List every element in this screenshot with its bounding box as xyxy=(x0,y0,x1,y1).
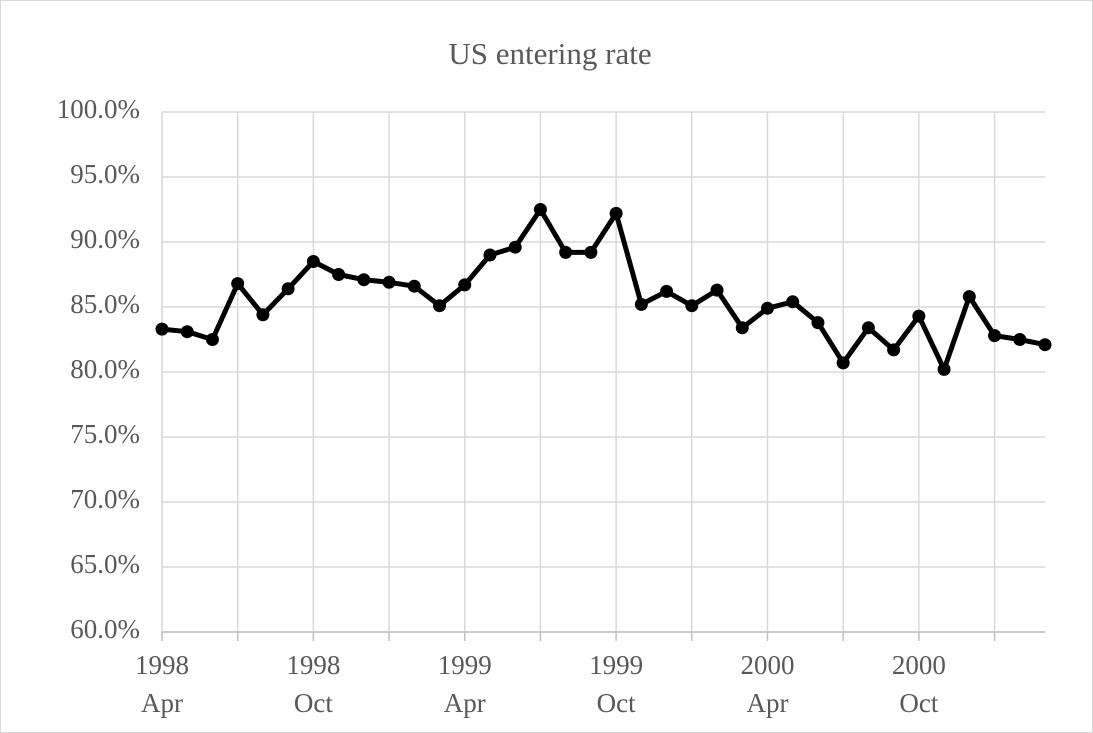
x-tick-label: 2000 xyxy=(740,650,794,680)
y-tick-label: 65.0% xyxy=(70,549,140,579)
marker xyxy=(937,362,951,376)
marker xyxy=(533,203,547,216)
marker xyxy=(685,299,699,313)
marker xyxy=(962,290,976,304)
marker xyxy=(180,325,194,339)
x-tick-label: Apr xyxy=(746,688,788,718)
marker xyxy=(306,255,320,268)
y-tick-label: 75.0% xyxy=(70,419,140,449)
marker xyxy=(760,301,774,315)
marker xyxy=(433,299,447,313)
marker xyxy=(407,279,421,293)
marker xyxy=(1013,333,1027,346)
marker xyxy=(710,283,724,297)
x-tick-label: Oct xyxy=(294,688,333,718)
marker xyxy=(811,316,825,330)
x-tick-label: 2000 xyxy=(892,650,946,680)
marker xyxy=(988,329,1002,343)
y-tick-label: 60.0% xyxy=(70,614,140,644)
y-tick-label: 70.0% xyxy=(70,484,140,514)
marker xyxy=(786,295,800,309)
marker xyxy=(660,284,674,298)
y-tick-label: 90.0% xyxy=(70,224,140,254)
marker xyxy=(155,322,169,336)
marker xyxy=(634,297,648,311)
marker xyxy=(458,278,472,292)
x-tick-label: Apr xyxy=(141,688,183,718)
marker xyxy=(205,333,219,346)
y-tick-label: 95.0% xyxy=(70,159,140,189)
y-tick-label: 80.0% xyxy=(70,354,140,384)
x-tick-label: 1998 xyxy=(286,650,340,680)
y-tick-label: 100.0% xyxy=(57,94,140,124)
marker xyxy=(912,309,926,323)
marker xyxy=(281,282,295,296)
x-tick-label: 1999 xyxy=(589,650,643,680)
marker xyxy=(231,277,245,291)
chart-title: US entering rate xyxy=(448,36,651,71)
x-tick-label: Apr xyxy=(444,688,486,718)
marker xyxy=(836,356,850,370)
marker xyxy=(609,206,623,220)
marker xyxy=(357,273,371,287)
x-tick-label: Oct xyxy=(899,688,938,718)
marker xyxy=(382,275,396,289)
y-tick-label: 85.0% xyxy=(70,289,140,319)
marker xyxy=(1038,338,1052,352)
marker xyxy=(887,343,901,357)
marker xyxy=(483,248,497,262)
marker xyxy=(735,321,749,335)
x-tick-label: 1998 xyxy=(135,650,189,680)
marker xyxy=(508,240,522,254)
marker xyxy=(861,321,875,335)
marker xyxy=(584,245,598,259)
marker xyxy=(332,268,346,281)
x-tick-label: Oct xyxy=(597,688,636,718)
x-tick-label: 1999 xyxy=(438,650,492,680)
marker xyxy=(559,245,573,259)
marker xyxy=(256,308,270,322)
